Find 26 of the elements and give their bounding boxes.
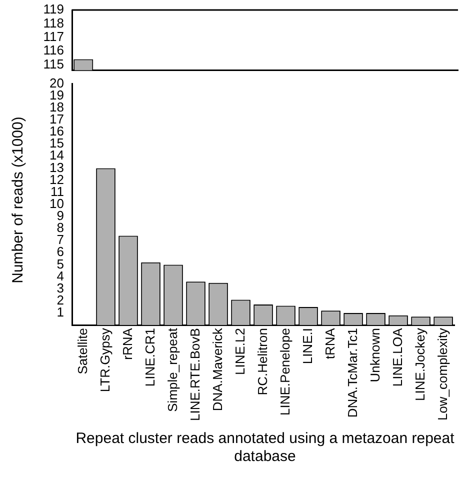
x-tick-label: rRNA xyxy=(120,328,135,360)
y-tick-label: 118 xyxy=(43,15,64,30)
x-tick-label: RC.Helitron xyxy=(254,328,270,396)
x-tick-label: Satellite xyxy=(74,328,90,374)
x-tick-label: Low_complexity xyxy=(434,328,450,421)
y-tick-label: 116 xyxy=(43,42,64,58)
x-tick-label: LINE.RTE.BovB xyxy=(187,328,202,422)
y-tick-label: 1 xyxy=(56,304,64,320)
x-tick-label: DNA.TcMar.Tc1 xyxy=(344,328,360,418)
x-tick-label: DNA.Maverick xyxy=(210,328,225,412)
y-tick-label: 18 xyxy=(50,100,64,114)
x-tick-label: tRNA xyxy=(322,328,338,360)
y-axis-title: Number of reads (x1000) xyxy=(10,116,26,284)
x-tick-label: Simple_repeat xyxy=(164,328,180,412)
x-axis-title: Repeat cluster reads annotated using a metazoan repeat database xyxy=(74,430,456,466)
x-tick-label: LINE.CR1 xyxy=(142,328,158,387)
y-tick-label: 115 xyxy=(43,56,64,72)
y-tick-label: 117 xyxy=(43,28,64,44)
x-tick-label: LINE.L2 xyxy=(232,328,248,376)
x-tick-label: LINE.Jockey xyxy=(412,328,428,402)
x-tick-label: LTR.Gypsy xyxy=(97,328,112,392)
x-tick-label: LINE.LOA xyxy=(390,328,405,387)
x-tick-label: Unknown xyxy=(367,328,382,382)
x-tick-label: LINE.I xyxy=(300,328,315,364)
x-tick-label: LINE.Penelope xyxy=(277,328,292,416)
y-tick-label: 119 xyxy=(43,2,64,17)
